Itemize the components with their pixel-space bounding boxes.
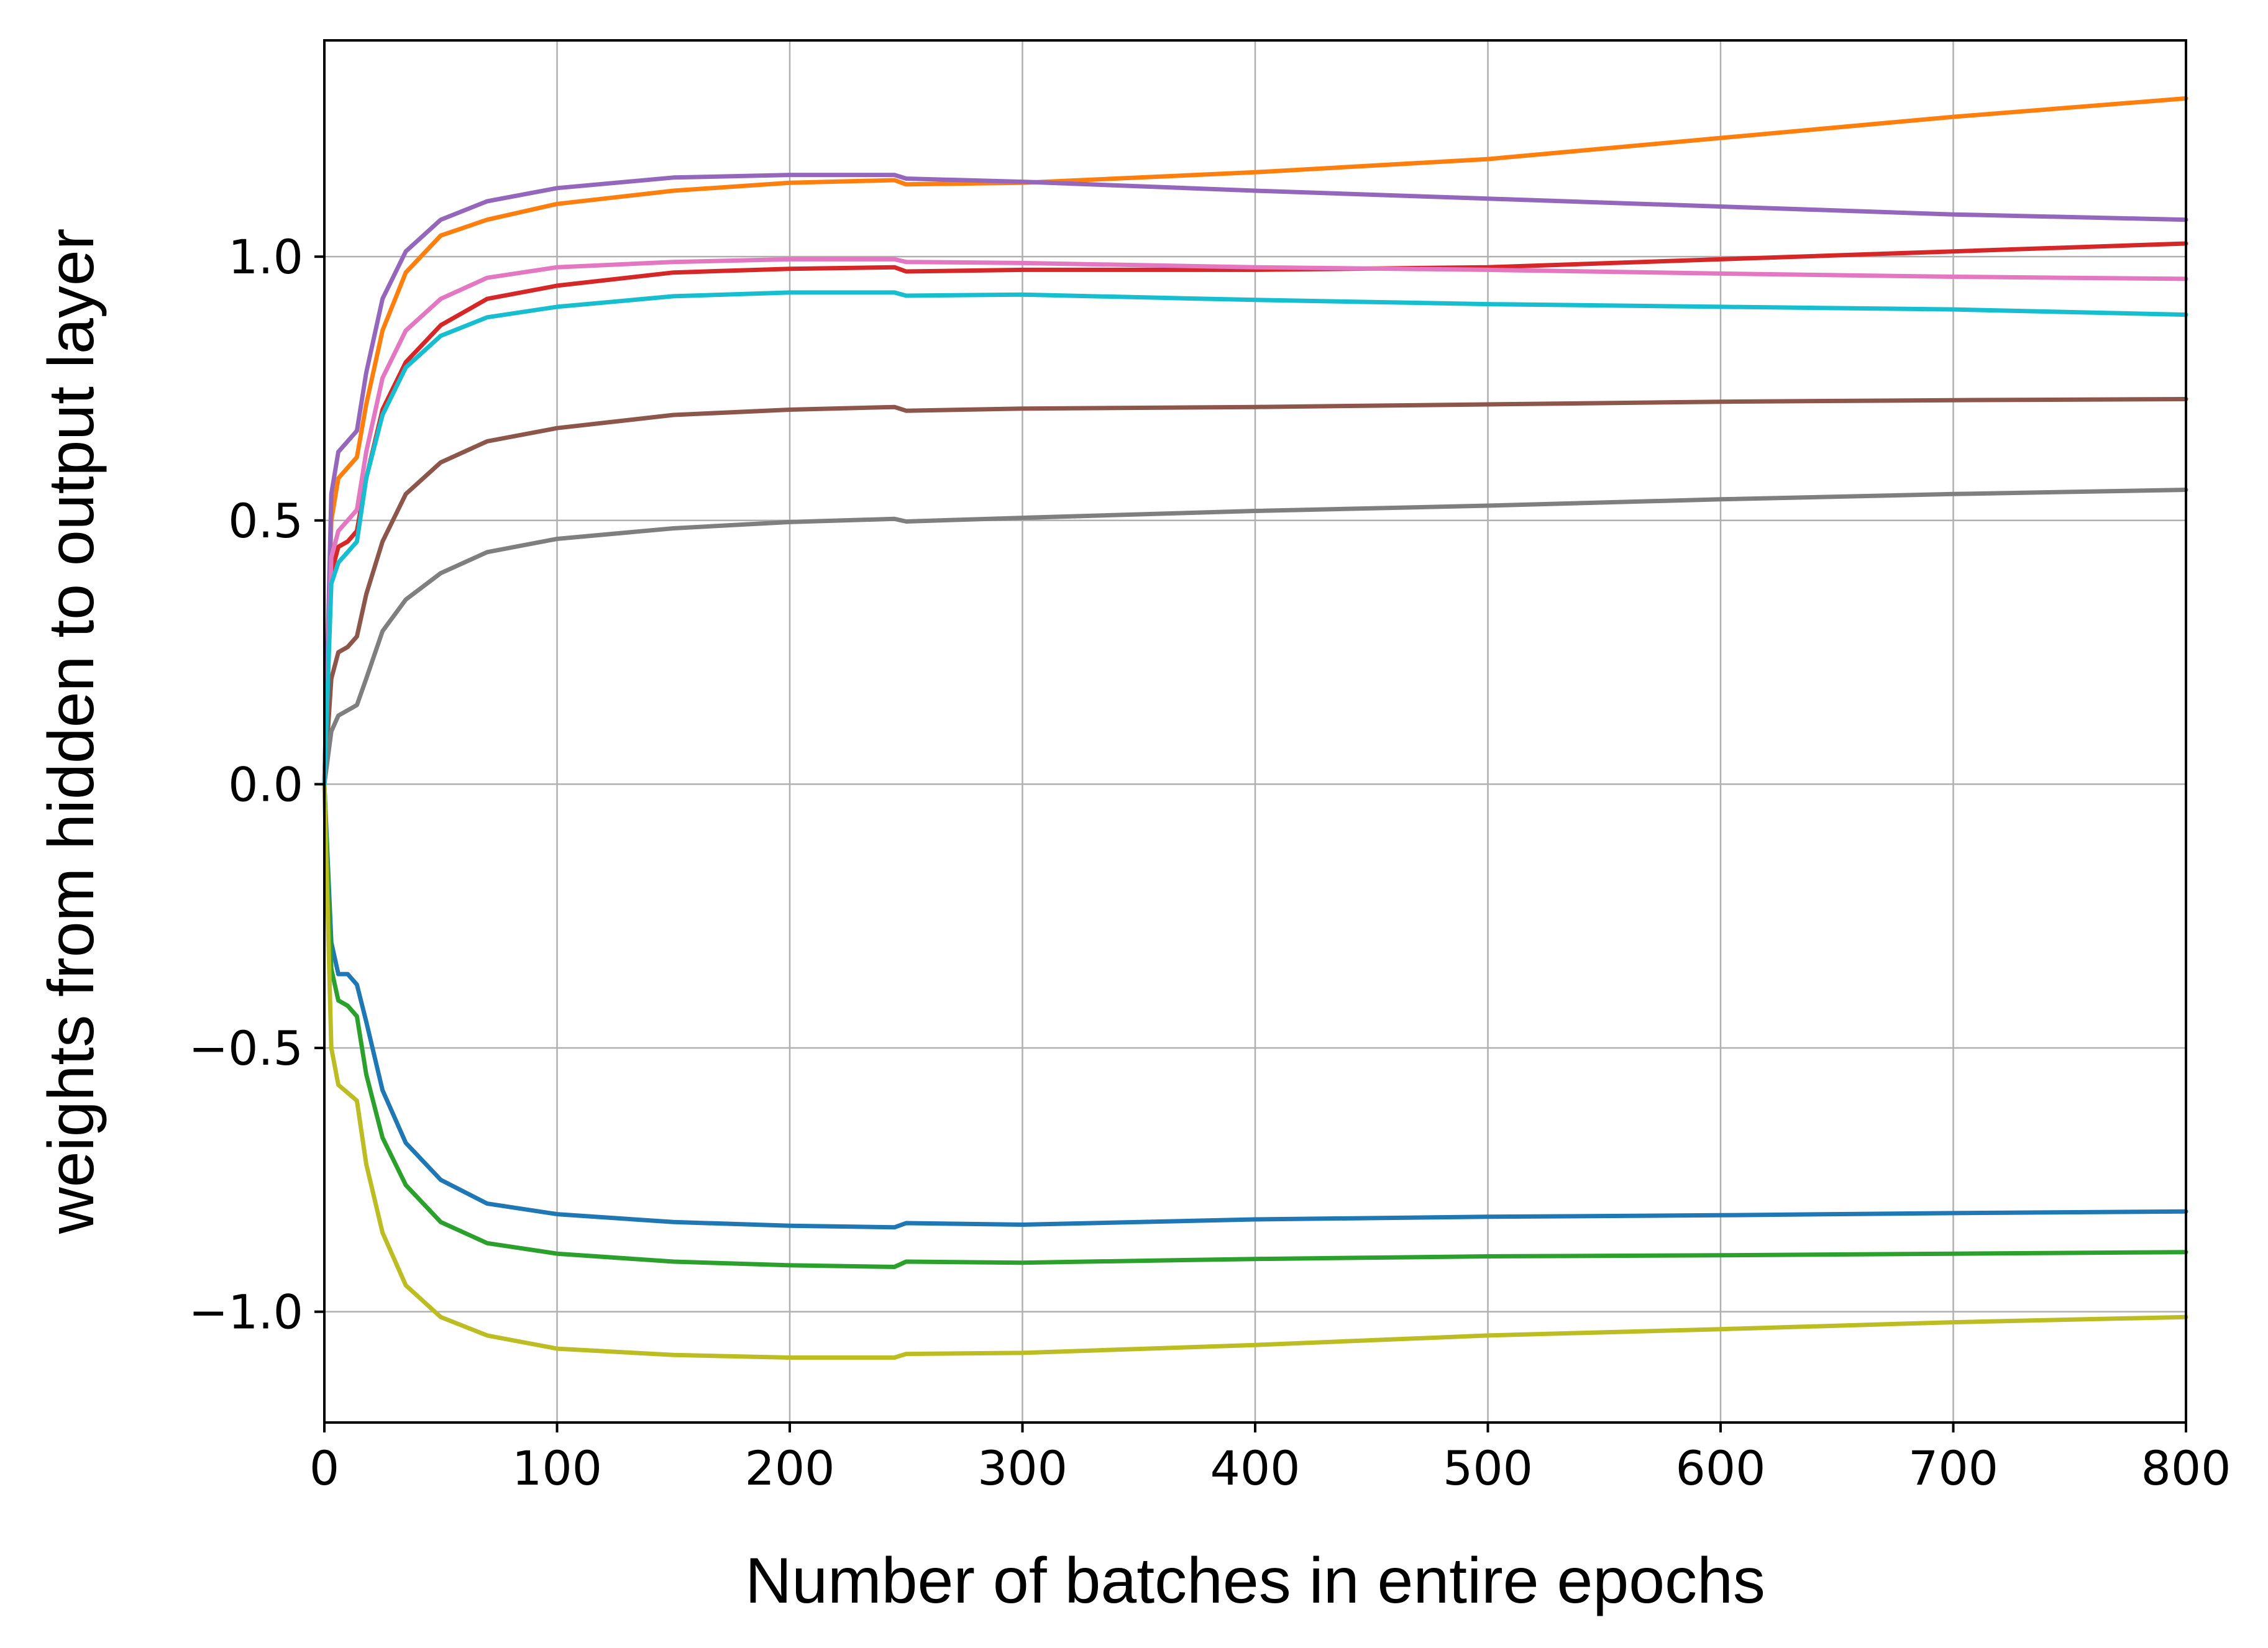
series-line-1 [322, 781, 2188, 1230]
y-tick-label: 0.5 [228, 493, 303, 549]
x-axis-label: Number of batches in entire epochs [745, 1545, 1765, 1617]
y-tick-label: −1.0 [188, 1285, 303, 1340]
x-tick-label: 800 [2141, 1441, 2231, 1496]
x-axis: 0 100 200 300 400 500 600 700 800 [309, 1423, 2231, 1496]
series-line-6 [322, 397, 2188, 786]
series-line-9 [322, 781, 2188, 1360]
x-tick-label: 100 [512, 1441, 602, 1496]
x-tick-label: 400 [1210, 1441, 1300, 1496]
y-axis: −1.0 −0.5 0.0 0.5 1.0 [188, 229, 324, 1340]
series-line-8 [322, 488, 2188, 786]
y-tick-label: −0.5 [188, 1021, 303, 1076]
series-line-5 [322, 173, 2188, 786]
x-tick-label: 500 [1443, 1441, 1533, 1496]
series-line-10 [322, 290, 2188, 786]
x-tick-label: 300 [977, 1441, 1068, 1496]
series-lines [322, 96, 2188, 1360]
series-line-3 [322, 781, 2188, 1269]
series-line-7 [322, 257, 2188, 786]
x-tick-label: 600 [1675, 1441, 1765, 1496]
x-tick-label: 200 [744, 1441, 834, 1496]
x-tick-label: 700 [1908, 1441, 1998, 1496]
series-line-2 [322, 96, 2188, 786]
y-tick-label: 1.0 [228, 229, 303, 285]
y-tick-label: 0.0 [228, 757, 303, 812]
x-tick-label: 0 [309, 1441, 339, 1496]
y-axis-label: weights from hidden to output layer [35, 229, 107, 1235]
